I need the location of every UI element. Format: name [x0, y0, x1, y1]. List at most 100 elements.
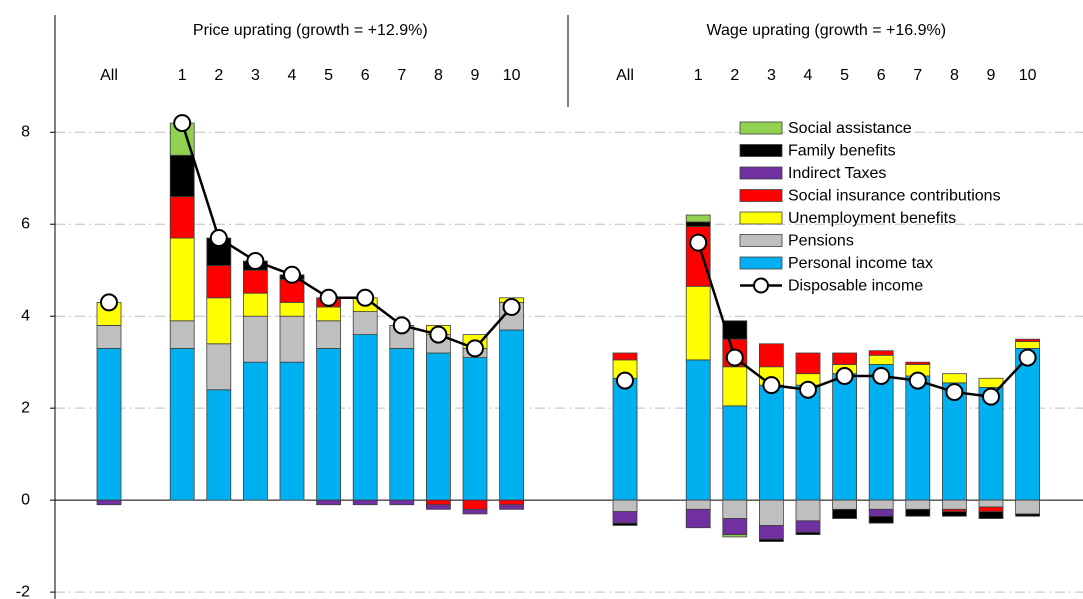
- x-tick-label: 6: [361, 67, 370, 84]
- bar-segment: [685, 508, 711, 529]
- bar-segment: [612, 352, 638, 361]
- legend-label: Social insurance contributions: [788, 188, 1001, 205]
- bar-segment: [1015, 499, 1040, 515]
- line-marker: [689, 233, 708, 252]
- x-tick-label: All: [616, 67, 634, 84]
- bar-segment: [242, 269, 268, 294]
- bar-segment: [685, 499, 711, 510]
- x-tick-label: 8: [950, 67, 959, 84]
- x-tick-label: 10: [503, 67, 521, 84]
- bar-segment: [868, 515, 894, 524]
- bar-segment: [1015, 347, 1040, 501]
- bar-segment: [499, 329, 525, 501]
- y-tick-label: 4: [21, 307, 30, 324]
- bar-segment: [169, 320, 195, 349]
- bar-segment: [425, 504, 451, 510]
- x-tick-label: All: [100, 67, 118, 84]
- bar-segment: [169, 237, 195, 322]
- bar-segment: [759, 384, 784, 501]
- x-tick-label: 3: [767, 67, 776, 84]
- line-marker: [319, 288, 338, 307]
- bar-segment: [722, 499, 748, 519]
- legend-swatch: [739, 121, 783, 135]
- legend-label: Family benefits: [788, 143, 896, 160]
- bar-segment: [612, 377, 638, 501]
- bar-segment: [795, 384, 821, 501]
- bar-segment: [942, 511, 967, 517]
- bar-segment: [352, 499, 378, 506]
- bar-segment: [462, 508, 488, 515]
- legend-swatch: [739, 166, 783, 180]
- x-tick-label: 10: [1019, 67, 1037, 84]
- line-marker: [283, 265, 301, 284]
- line-marker: [835, 366, 854, 385]
- panel-title: Price uprating (growth = +12.9%): [193, 22, 428, 39]
- line-marker: [799, 380, 817, 399]
- bar-segment: [316, 347, 342, 501]
- bar-segment: [722, 366, 748, 407]
- line-marker: [872, 366, 891, 385]
- bar-segment: [316, 499, 342, 506]
- bar-segment: [905, 361, 931, 365]
- bar-segment: [1015, 513, 1040, 517]
- x-tick-label: 5: [324, 67, 333, 84]
- bar-segment: [759, 538, 784, 542]
- bar-segment: [722, 320, 748, 340]
- bar-segment: [905, 499, 931, 510]
- bar-segment: [759, 343, 784, 368]
- bar-segment: [795, 531, 821, 536]
- bar-segment: [169, 154, 195, 198]
- line-marker: [982, 387, 1000, 406]
- bar-segment: [206, 265, 232, 299]
- line-marker: [173, 114, 192, 133]
- line-marker: [246, 252, 265, 271]
- line-marker: [1018, 348, 1037, 367]
- bar-segment: [279, 302, 305, 317]
- bar-segment: [242, 315, 268, 363]
- bar-segment: [425, 499, 451, 506]
- legend-label: Social assistance: [788, 120, 912, 137]
- x-tick-label: 1: [178, 67, 187, 84]
- bar-segment: [499, 499, 525, 506]
- bar-segment: [795, 520, 821, 533]
- bar-segment: [352, 334, 378, 501]
- y-tick-label: 6: [21, 215, 30, 232]
- y-tick-label: 8: [21, 123, 30, 140]
- bar-segment: [462, 357, 488, 501]
- bar-segment: [206, 389, 232, 501]
- bar-segment: [868, 499, 894, 510]
- bar-segment: [685, 221, 711, 227]
- bar-segment: [685, 359, 711, 501]
- bar-segment: [169, 347, 195, 501]
- legend-label: Personal income tax: [788, 255, 933, 272]
- bar-segment: [1015, 338, 1040, 342]
- bar-segment: [759, 525, 784, 540]
- bar-segment: [868, 350, 894, 356]
- bar-segment: [978, 499, 1004, 508]
- x-tick-label: 8: [434, 67, 443, 84]
- bar-segment: [905, 508, 931, 517]
- line-marker: [429, 325, 448, 344]
- bar-segment: [499, 504, 525, 510]
- legend-label: Unemployment benefits: [788, 210, 956, 227]
- line: [697, 242, 1029, 398]
- line-marker: [502, 298, 521, 316]
- bar-segment: [612, 522, 638, 526]
- legend-label: Pensions: [788, 233, 854, 250]
- x-tick-label: 4: [804, 67, 813, 84]
- panel-title: Wage uprating (growth = +16.9%): [707, 22, 947, 39]
- legend-swatch: [739, 234, 783, 247]
- x-tick-label: 2: [730, 67, 739, 84]
- x-tick-label: 6: [877, 67, 886, 84]
- bar-segment: [612, 511, 638, 524]
- y-tick-label: -2: [16, 583, 30, 599]
- bar-segment: [685, 285, 711, 361]
- bar-segment: [462, 499, 488, 510]
- y-tick-label: 0: [21, 491, 30, 508]
- x-tick-label: 7: [397, 67, 406, 84]
- x-tick-label: 1: [694, 67, 703, 84]
- bar-segment: [96, 324, 122, 349]
- x-tick-label: 5: [840, 67, 849, 84]
- bar-segment: [722, 405, 748, 501]
